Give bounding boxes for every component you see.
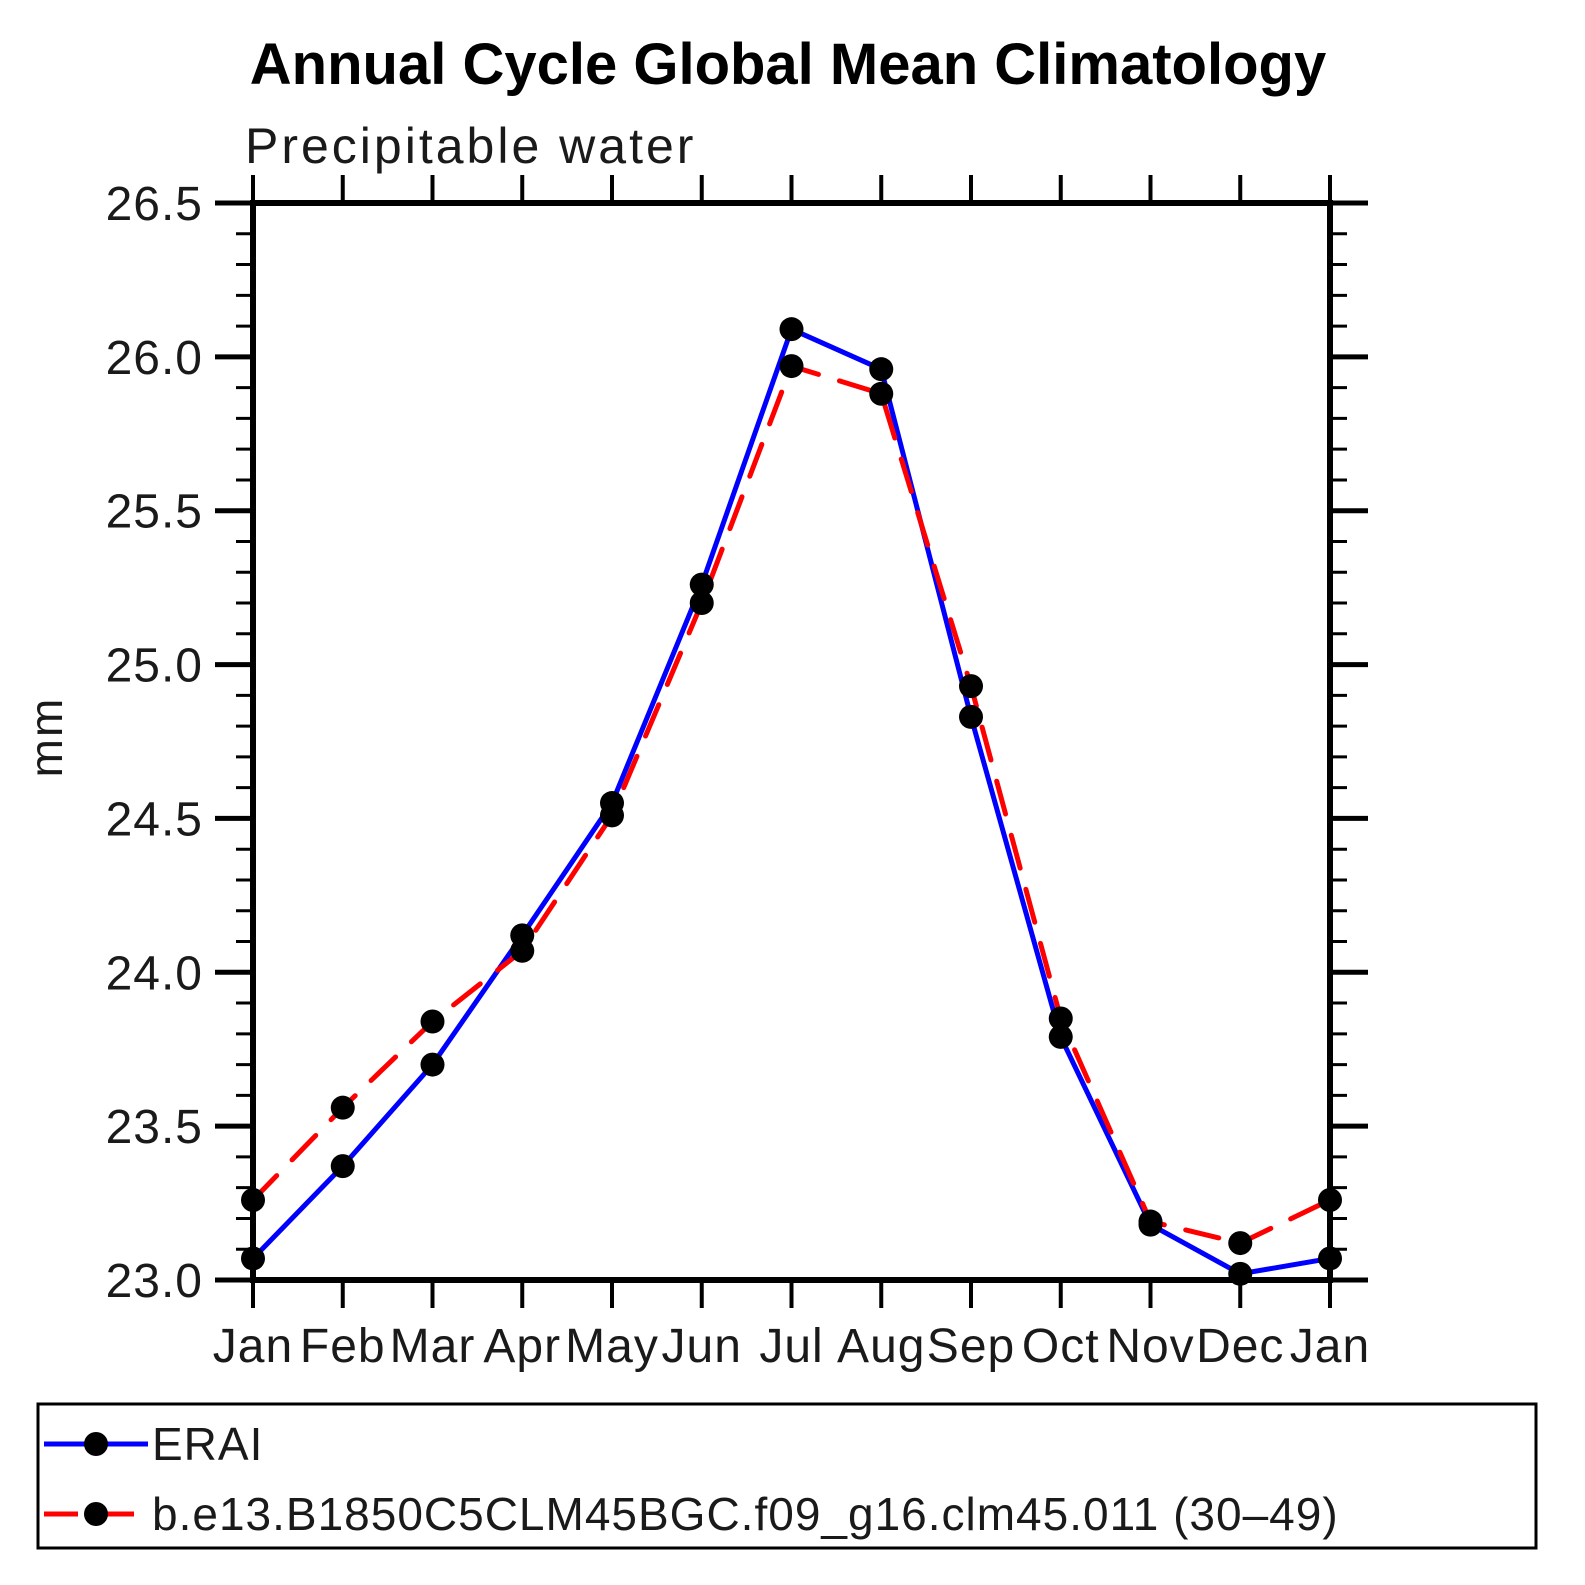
- data-point-series-1: [510, 938, 535, 963]
- data-point-series-1: [330, 1095, 355, 1120]
- y-tick-label: 25.5: [106, 486, 203, 539]
- data-point-series-1: [779, 354, 804, 379]
- data-point-series-1: [1228, 1231, 1253, 1256]
- y-tick-label: 23.0: [106, 1255, 203, 1308]
- x-tick-label: Dec: [1196, 1320, 1284, 1373]
- data-point-series-1: [869, 381, 894, 406]
- x-tick-label: Oct: [1022, 1320, 1100, 1373]
- data-point-series-0: [869, 357, 894, 382]
- data-point-series-1: [1318, 1187, 1342, 1212]
- x-tick-label: Aug: [837, 1320, 925, 1373]
- x-tick-label: Feb: [300, 1320, 386, 1373]
- x-tick-label: Sep: [927, 1320, 1015, 1373]
- legend-label-erai: ERAI: [152, 1418, 263, 1470]
- y-axis-label: mm: [20, 697, 72, 778]
- legend-marker-erai: [84, 1432, 108, 1456]
- x-tick-label: May: [565, 1320, 659, 1373]
- data-point-series-0: [779, 317, 804, 342]
- data-point-series-0: [1048, 1024, 1073, 1049]
- data-point-series-1: [1138, 1209, 1163, 1234]
- x-tick-label: Mar: [390, 1320, 476, 1373]
- legend-label-model: b.e13.B1850C5CLM45BGC.f09_g16.clm45.011 …: [152, 1488, 1339, 1540]
- x-tick-label: Jan: [1290, 1320, 1370, 1373]
- data-point-series-1: [959, 674, 983, 699]
- y-tick-label: 25.0: [106, 640, 203, 693]
- data-point-series-1: [420, 1009, 445, 1034]
- y-tick-label: 24.5: [106, 793, 203, 846]
- data-point-series-0: [1318, 1246, 1342, 1271]
- y-tick-label: 26.5: [106, 178, 203, 231]
- x-tick-label: Jan: [213, 1320, 293, 1373]
- plot-area: Jan Feb Mar Apr May Jun Jul Aug Sep Oct Nov Dec Jan2…: [106, 175, 1370, 1373]
- y-tick-label: 24.0: [106, 947, 203, 1000]
- legend-marker-model: [84, 1502, 108, 1526]
- chart-title: Annual Cycle Global Mean Climatology: [250, 32, 1326, 97]
- data-point-series-1: [241, 1187, 265, 1212]
- y-tick-label: 23.5: [106, 1101, 203, 1154]
- data-point-series-0: [241, 1246, 265, 1271]
- legend: ERAI b.e13.B1850C5CLM45BGC.f09_g16.clm45…: [36, 1402, 1538, 1550]
- x-tick-label: Nov: [1106, 1320, 1194, 1373]
- data-point-series-1: [689, 591, 714, 616]
- legend-box: [36, 1402, 1538, 1550]
- x-tick-label: Jul: [759, 1320, 823, 1373]
- x-tick-label: Apr: [483, 1320, 561, 1373]
- data-point-series-1: [600, 803, 624, 828]
- data-point-series-0: [330, 1154, 355, 1179]
- data-point-series-0: [420, 1052, 445, 1077]
- chart-subtitle: Precipitable water: [245, 118, 696, 174]
- data-point-series-0: [1228, 1261, 1253, 1286]
- data-point-series-0: [959, 704, 983, 729]
- y-tick-label: 26.0: [106, 332, 203, 385]
- data-point-series-0: [689, 572, 714, 597]
- x-tick-label: Jun: [662, 1320, 742, 1373]
- data-point-series-1: [1048, 1006, 1073, 1031]
